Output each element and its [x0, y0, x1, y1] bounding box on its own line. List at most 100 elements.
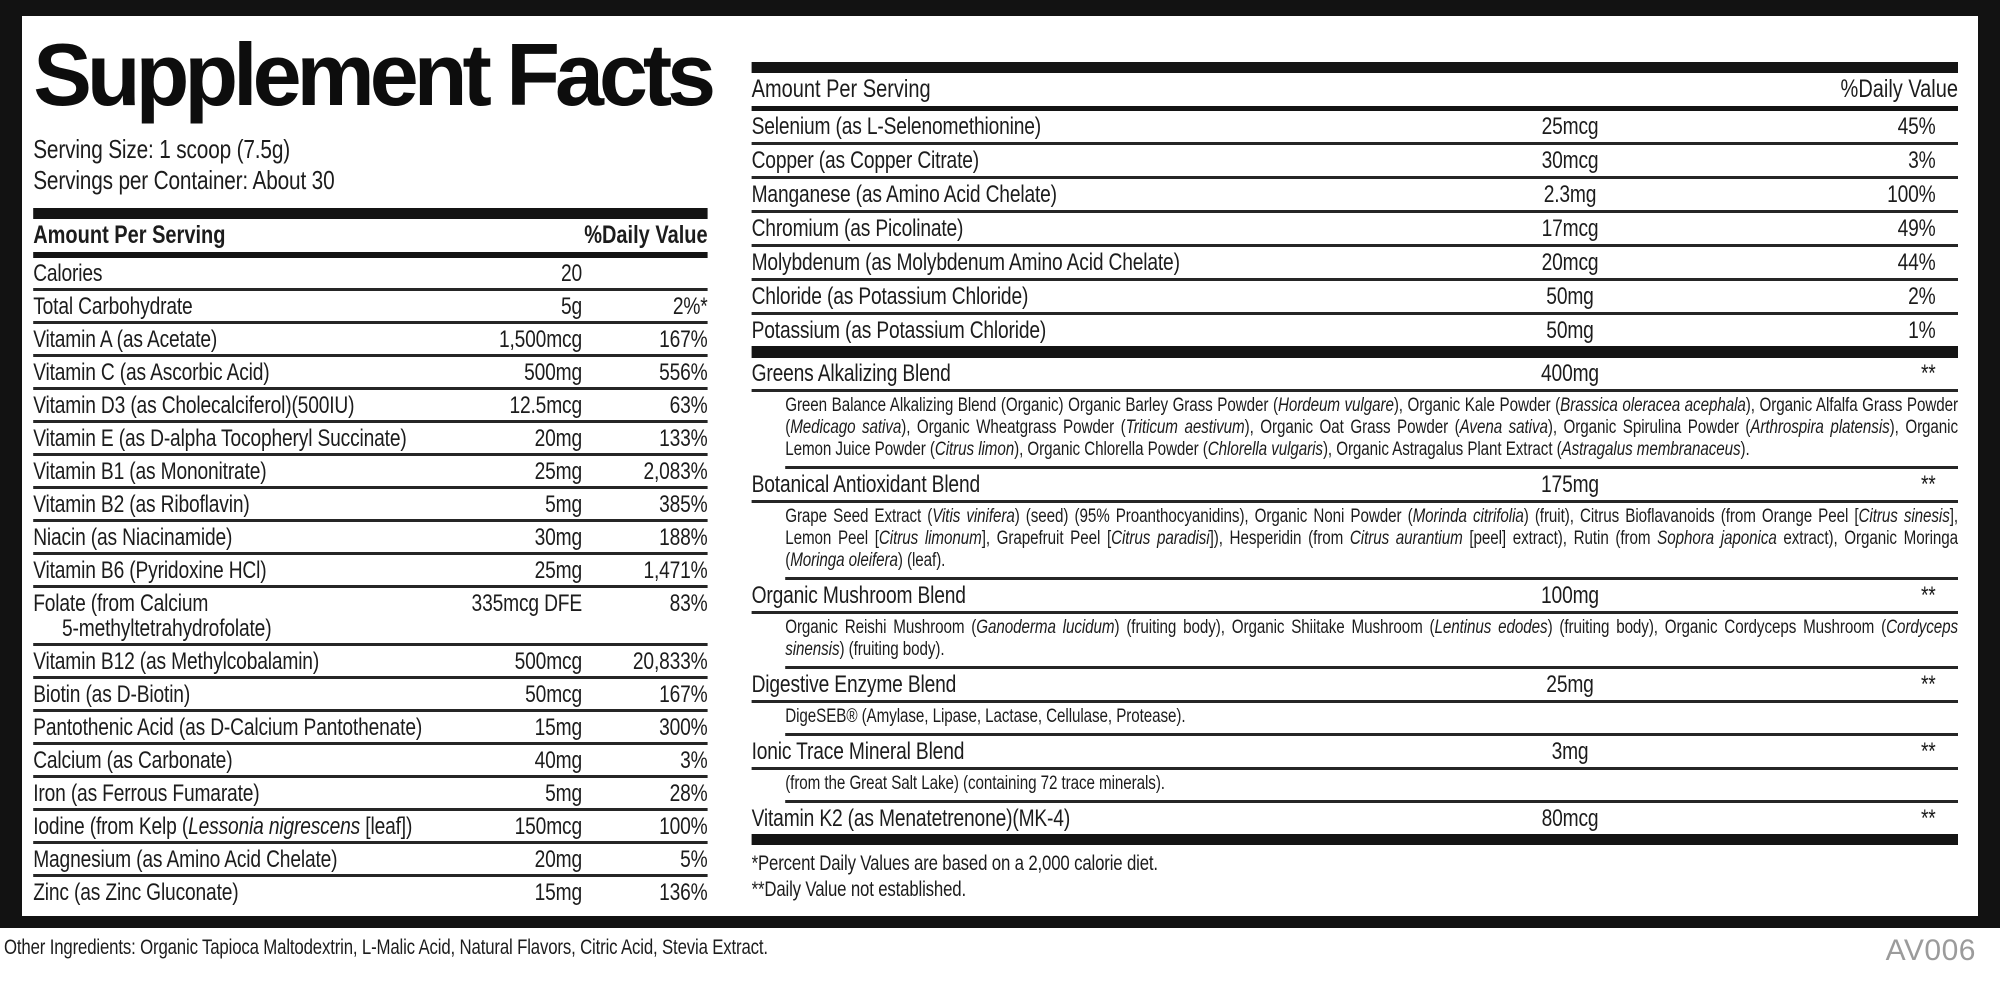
- divider-bar-thick: [751, 346, 1958, 358]
- blend-amount: 3mg: [1551, 737, 1589, 765]
- nutrient-dv: 3%: [680, 746, 708, 774]
- blend-row-digestive-enzyme: Digestive Enzyme Blend 25mg **: [751, 669, 1958, 703]
- nutrient-dv: **: [1920, 804, 1936, 832]
- nutrient-row-molybdenum: Molybdenum (as Molybdenum Amino Acid Che…: [751, 247, 1958, 281]
- nutrient-name: Total Carbohydrate: [33, 292, 193, 320]
- amount-per-serving-header: Amount Per Serving: [33, 221, 226, 249]
- nutrient-amount: 17mcg: [1541, 215, 1599, 242]
- nutrient-dv: 100%: [659, 812, 708, 840]
- nutrient-name: Selenium (as L-Selenomethionine): [751, 113, 1042, 140]
- divider-bar-medium: [751, 106, 1958, 111]
- nutrient-name: Vitamin B1 (as Mononitrate): [33, 457, 267, 485]
- blend-name: Organic Mushroom Blend: [751, 581, 966, 609]
- right-table-header: Amount Per Serving %Daily Value: [752, 73, 1958, 106]
- page-title: Supplement Facts: [33, 25, 716, 124]
- nutrient-row-chloride: Chloride (as Potassium Chloride) 50mg 2%: [751, 281, 1958, 315]
- nutrient-name: Vitamin B2 (as Riboflavin): [33, 490, 250, 518]
- nutrient-dv: 100%: [1887, 181, 1936, 208]
- nutrient-name: Zinc (as Zinc Gluconate): [33, 878, 239, 906]
- blend-row-ionic-trace-mineral: Ionic Trace Mineral Blend 3mg **: [751, 736, 1958, 770]
- nutrient-name: Vitamin E (as D-alpha Tocopheryl Succina…: [33, 424, 407, 452]
- nutrient-name: Potassium (as Potassium Chloride): [751, 317, 1047, 344]
- nutrient-dv: 2,083%: [643, 457, 708, 485]
- nutrient-amount: 20: [560, 259, 582, 287]
- divider-bar-thick: [751, 62, 1958, 73]
- blend-amount: 175mg: [1541, 470, 1599, 498]
- nutrient-row-vitamin-e: Vitamin E (as D-alpha Tocopheryl Succina…: [33, 423, 708, 456]
- nutrient-amount: 15mg: [534, 878, 583, 906]
- nutrient-row-vitamin-d3: Vitamin D3 (as Cholecalciferol)(500IU) 1…: [33, 390, 708, 423]
- nutrient-row-vitamin-a: Vitamin A (as Acetate) 1,500mcg 167%: [33, 324, 708, 357]
- blend-dv: **: [1920, 737, 1936, 765]
- nutrient-dv: 167%: [659, 325, 708, 353]
- nutrient-dv: 300%: [659, 713, 708, 741]
- nutrient-row-niacin: Niacin (as Niacinamide) 30mg 188%: [33, 522, 708, 555]
- nutrient-amount: 50mg: [1546, 283, 1594, 310]
- nutrient-row-zinc: Zinc (as Zinc Gluconate) 15mg 136%: [33, 877, 708, 907]
- nutrient-amount: 500mg: [524, 358, 582, 386]
- nutrient-dv: 5%: [680, 845, 708, 873]
- right-column: Amount Per Serving %Daily Value Selenium…: [751, 16, 1959, 907]
- blend-amount: 400mg: [1541, 359, 1599, 387]
- nutrient-dv: 1%: [1908, 317, 1936, 344]
- blend-dv: **: [1920, 470, 1936, 498]
- nutrient-name: Vitamin B6 (Pyridoxine HCl): [33, 556, 267, 584]
- nutrient-amount: 80mcg: [1541, 804, 1599, 832]
- nutrient-dv: 83%: [669, 589, 708, 617]
- blend-amount: 25mg: [1546, 670, 1594, 698]
- nutrient-name: Vitamin B12 (as Methylcobalamin): [33, 647, 320, 675]
- nutrient-amount: 25mg: [534, 556, 583, 584]
- other-ingredients-line: Other Ingredients: Organic Tapioca Malto…: [4, 936, 959, 960]
- nutrient-name: Vitamin C (as Ascorbic Acid): [33, 358, 270, 386]
- nutrient-row-calcium: Calcium (as Carbonate) 40mg 3%: [33, 745, 708, 778]
- nutrient-name: Chromium (as Picolinate): [751, 215, 964, 242]
- divider-bar-thick: [751, 834, 1958, 845]
- nutrient-dv: 1,471%: [643, 556, 708, 584]
- nutrient-name: Pantothenic Acid (as D-Calcium Pantothen…: [33, 713, 423, 741]
- nutrient-row-iron: Iron (as Ferrous Fumarate) 5mg 28%: [33, 778, 708, 811]
- nutrient-amount: 150mcg: [514, 812, 583, 840]
- blend-description-ionic: (from the Great Salt Lake) (containing 7…: [785, 770, 1959, 803]
- daily-value-header: %Daily Value: [1840, 75, 1958, 103]
- title-wrap: Supplement Facts: [33, 28, 716, 122]
- nutrient-name: Chloride (as Potassium Chloride): [751, 283, 1029, 310]
- nutrient-row-selenium: Selenium (as L-Selenomethionine) 25mcg 4…: [751, 111, 1958, 145]
- nutrient-amount: 50mcg: [525, 680, 582, 708]
- nutrient-row-pantothenic-acid: Pantothenic Acid (as D-Calcium Pantothen…: [33, 712, 708, 745]
- blend-description-greens: Green Balance Alkalizing Blend (Organic)…: [785, 392, 1958, 469]
- nutrient-row-total-carbohydrate: Total Carbohydrate 5g 2%*: [33, 291, 708, 324]
- nutrient-dv: 133%: [659, 424, 708, 452]
- label-code: AV006: [1885, 934, 1976, 967]
- nutrient-amount: 500mcg: [514, 647, 583, 675]
- nutrient-name: Calcium (as Carbonate): [33, 746, 233, 774]
- amount-per-serving-header: Amount Per Serving: [751, 75, 931, 103]
- bottom-divider-bar: [0, 916, 2000, 928]
- nutrient-row-vitamin-b6: Vitamin B6 (Pyridoxine HCl) 25mg 1,471%: [33, 555, 708, 588]
- nutrient-amount: 1,500mcg: [498, 325, 582, 353]
- nutrient-dv: 63%: [669, 391, 708, 419]
- nutrient-row-vitamin-b1: Vitamin B1 (as Mononitrate) 25mg 2,083%: [33, 456, 708, 489]
- nutrient-row-biotin: Biotin (as D-Biotin) 50mcg 167%: [33, 679, 708, 712]
- nutrient-name: Biotin (as D-Biotin): [33, 680, 191, 708]
- nutrient-name: Iodine (from Kelp (Lessonia nigrescens […: [33, 812, 413, 840]
- nutrient-row-folate: Folate (from Calcium 5-methyltetrahydrofo…: [33, 588, 708, 646]
- left-table-header: Amount Per Serving %Daily Value: [33, 219, 707, 252]
- blend-dv: **: [1920, 359, 1936, 387]
- daily-value-header: %Daily Value: [584, 221, 708, 249]
- nutrient-name: Molybdenum (as Molybdenum Amino Acid Che…: [751, 249, 1180, 276]
- nutrient-dv: 136%: [659, 878, 708, 906]
- footnotes: *Percent Daily Values are based on a 2,0…: [752, 851, 1958, 903]
- nutrient-dv: 188%: [659, 523, 708, 551]
- nutrient-dv: 3%: [1908, 147, 1936, 174]
- blend-description-mushroom: Organic Reishi Mushroom (Ganoderma lucid…: [785, 614, 1958, 669]
- blend-name: Ionic Trace Mineral Blend: [751, 737, 965, 765]
- blend-name: Digestive Enzyme Blend: [751, 670, 957, 698]
- nutrient-name: Vitamin D3 (as Cholecalciferol)(500IU): [33, 391, 355, 419]
- nutrient-amount: 30mcg: [1541, 147, 1599, 174]
- nutrient-name: Vitamin K2 (as Menatetrenone)(MK-4): [751, 804, 1071, 832]
- left-column: Supplement Facts Serving Size: 1 scoop (…: [33, 16, 716, 907]
- nutrient-row-vitamin-b12: Vitamin B12 (as Methylcobalamin) 500mcg …: [33, 646, 708, 679]
- blend-row-greens-alkalizing: Greens Alkalizing Blend 400mg **: [751, 358, 1958, 392]
- nutrient-amount: 25mg: [534, 457, 583, 485]
- nutrient-name: Folate (from Calcium 5-methyltetrahydrofo…: [33, 589, 272, 642]
